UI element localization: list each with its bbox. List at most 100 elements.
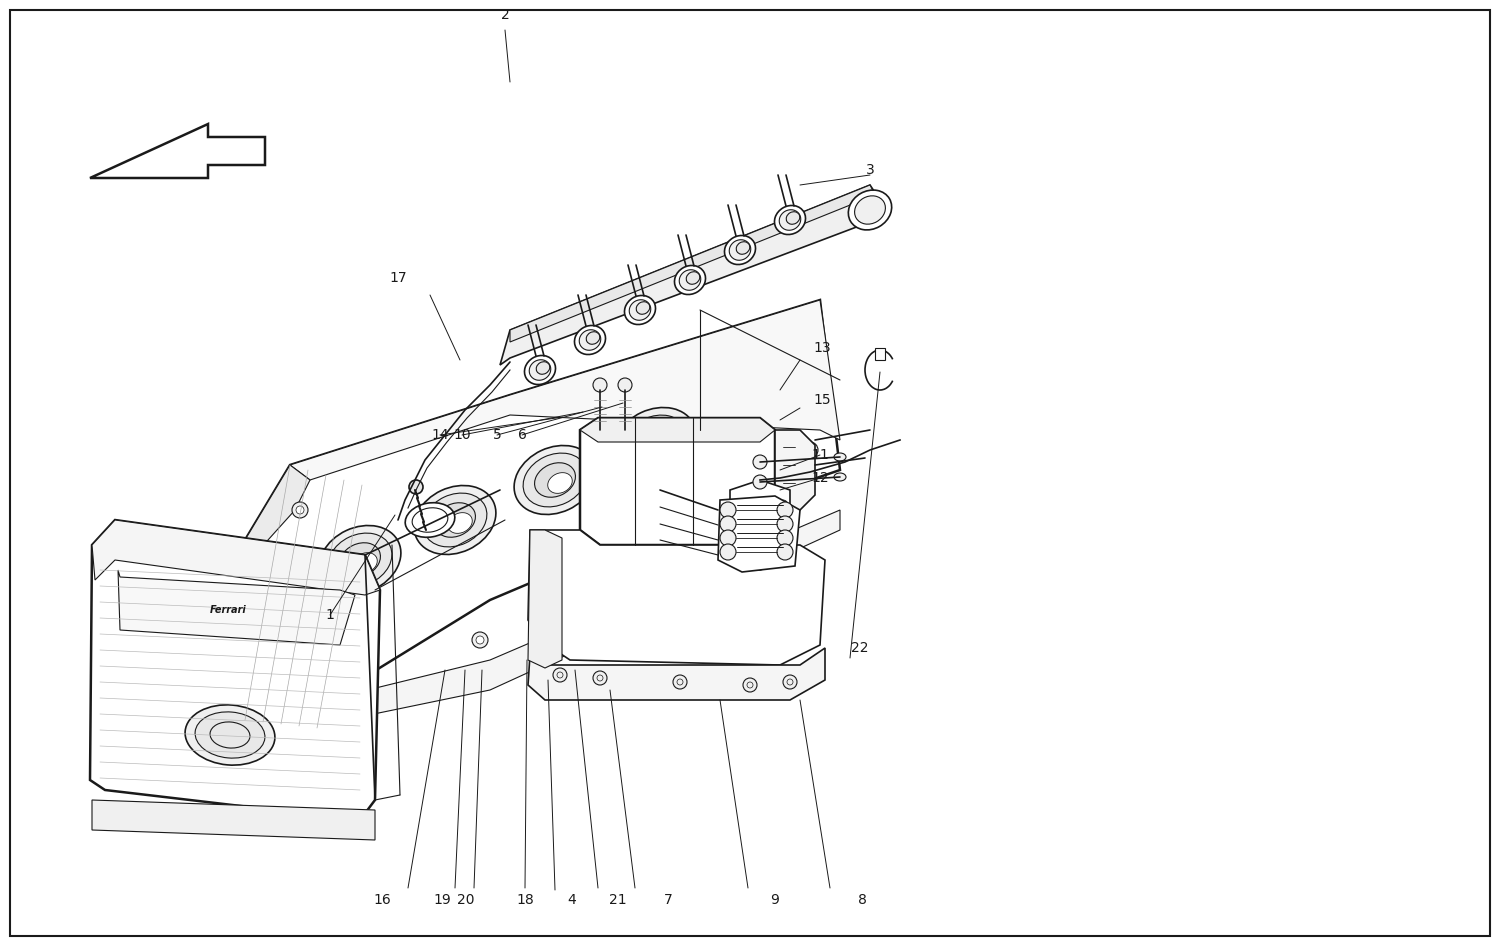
Circle shape: [720, 502, 736, 518]
Circle shape: [296, 506, 304, 514]
Circle shape: [720, 516, 736, 532]
Ellipse shape: [524, 453, 586, 507]
Ellipse shape: [328, 534, 392, 587]
Ellipse shape: [834, 453, 846, 461]
Circle shape: [778, 542, 788, 552]
Circle shape: [802, 442, 818, 458]
Text: 18: 18: [516, 893, 534, 907]
Circle shape: [732, 528, 742, 538]
Text: 10: 10: [453, 428, 471, 442]
Circle shape: [554, 668, 567, 682]
Text: 16: 16: [374, 893, 392, 907]
Polygon shape: [90, 520, 380, 820]
Ellipse shape: [628, 300, 651, 321]
Text: 5: 5: [492, 428, 501, 442]
Polygon shape: [580, 418, 776, 442]
Polygon shape: [118, 570, 356, 645]
Circle shape: [777, 502, 794, 518]
Polygon shape: [92, 520, 380, 595]
Text: 12: 12: [812, 471, 830, 485]
Polygon shape: [290, 300, 840, 480]
Ellipse shape: [195, 712, 266, 758]
Text: 3: 3: [865, 163, 874, 177]
Polygon shape: [776, 430, 814, 510]
Ellipse shape: [548, 473, 573, 494]
Circle shape: [618, 378, 632, 392]
Text: 8: 8: [858, 893, 867, 907]
Text: 11: 11: [812, 448, 830, 462]
Text: 9: 9: [771, 893, 780, 907]
Ellipse shape: [339, 543, 381, 577]
Circle shape: [777, 516, 794, 532]
Ellipse shape: [405, 502, 454, 537]
Polygon shape: [528, 648, 825, 700]
Circle shape: [753, 455, 766, 469]
Ellipse shape: [636, 302, 650, 314]
Text: 21: 21: [609, 893, 627, 907]
Ellipse shape: [686, 272, 700, 284]
Circle shape: [592, 671, 608, 685]
Ellipse shape: [834, 473, 846, 481]
Ellipse shape: [778, 210, 801, 230]
Circle shape: [276, 606, 284, 614]
Polygon shape: [90, 124, 266, 178]
Circle shape: [674, 675, 687, 689]
Text: 20: 20: [458, 893, 474, 907]
Circle shape: [778, 500, 788, 510]
Circle shape: [753, 475, 766, 489]
Polygon shape: [510, 185, 874, 342]
Text: 6: 6: [518, 428, 526, 442]
Ellipse shape: [423, 493, 488, 547]
Text: 7: 7: [663, 893, 672, 907]
Polygon shape: [500, 185, 880, 365]
Circle shape: [476, 636, 484, 644]
Ellipse shape: [352, 552, 378, 573]
Text: 17: 17: [388, 271, 406, 285]
Circle shape: [720, 530, 736, 546]
Ellipse shape: [320, 525, 400, 594]
Circle shape: [262, 682, 278, 698]
Circle shape: [778, 514, 788, 524]
Circle shape: [777, 544, 794, 560]
Text: 15: 15: [813, 393, 831, 407]
Polygon shape: [528, 530, 562, 668]
Text: 2: 2: [501, 8, 510, 22]
Ellipse shape: [624, 295, 656, 324]
Ellipse shape: [534, 463, 576, 498]
Ellipse shape: [680, 270, 700, 290]
Polygon shape: [230, 465, 310, 730]
Ellipse shape: [736, 242, 750, 254]
Ellipse shape: [414, 485, 497, 554]
Circle shape: [732, 542, 742, 552]
Text: 14: 14: [430, 428, 448, 442]
Circle shape: [806, 446, 814, 454]
Ellipse shape: [614, 408, 696, 477]
Ellipse shape: [774, 205, 806, 235]
Ellipse shape: [729, 239, 752, 260]
Circle shape: [592, 378, 608, 392]
Ellipse shape: [786, 212, 800, 224]
Polygon shape: [244, 510, 840, 740]
Ellipse shape: [675, 266, 705, 294]
Ellipse shape: [530, 359, 550, 380]
Circle shape: [742, 678, 758, 692]
Polygon shape: [580, 418, 776, 545]
Circle shape: [783, 675, 796, 689]
Ellipse shape: [634, 425, 675, 459]
Text: 19: 19: [433, 893, 451, 907]
Ellipse shape: [648, 434, 672, 455]
Text: 4: 4: [567, 893, 576, 907]
Circle shape: [732, 500, 742, 510]
Ellipse shape: [514, 446, 596, 515]
Polygon shape: [92, 800, 375, 840]
Ellipse shape: [855, 196, 885, 224]
Polygon shape: [874, 348, 885, 360]
Ellipse shape: [622, 415, 687, 469]
Ellipse shape: [184, 705, 274, 765]
Circle shape: [410, 480, 423, 494]
Circle shape: [777, 530, 794, 546]
Polygon shape: [730, 480, 790, 570]
Ellipse shape: [586, 332, 600, 344]
Ellipse shape: [724, 236, 756, 265]
Polygon shape: [718, 496, 800, 572]
